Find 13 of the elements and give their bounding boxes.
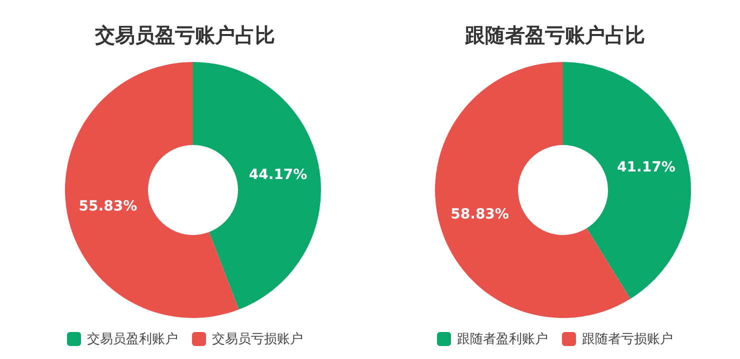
legend-label: 跟随者盈利账户 (457, 331, 548, 348)
data-label: 44.17% (248, 167, 308, 184)
donut-slice (563, 62, 691, 299)
chart-title: 交易员盈亏账户占比 (94, 22, 276, 49)
data-label: 41.17% (617, 159, 676, 176)
data-label: 55.83% (78, 198, 138, 215)
chart-title: 跟随者盈亏账户占比 (464, 22, 646, 49)
legend-label: 交易员亏损账户 (212, 331, 303, 348)
legend-label: 跟随者亏损账户 (582, 331, 673, 348)
data-label: 58.83% (450, 206, 509, 223)
donut-slice (65, 62, 239, 318)
donut-slice (193, 62, 321, 310)
legend-label: 交易员盈利账户 (87, 331, 178, 348)
